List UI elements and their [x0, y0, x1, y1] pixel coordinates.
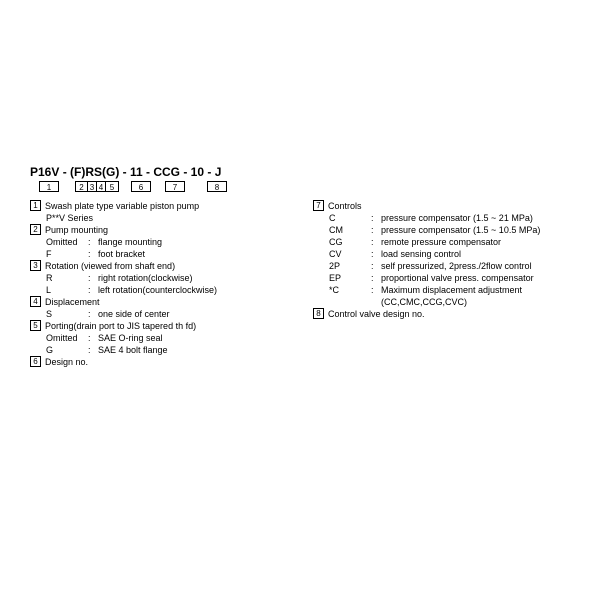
sub-row: F:foot bracket — [46, 248, 285, 260]
sub-key: Omitted — [46, 332, 88, 344]
sub-value: one side of center — [98, 308, 285, 320]
pos-box: 5 — [106, 181, 119, 192]
item-number-box: 6 — [30, 356, 41, 367]
sub-sep: : — [371, 284, 381, 296]
sub-key: CV — [329, 248, 371, 260]
sub-key: Omitted — [46, 236, 88, 248]
pos-box: 3 — [88, 181, 97, 192]
sub-key: G — [46, 344, 88, 356]
sub-sep: : — [371, 224, 381, 236]
sub-row: *C:Maximum displacement adjustment — [329, 284, 568, 296]
sub-key: S — [46, 308, 88, 320]
sub-row: CM:pressure compensator (1.5 ~ 10.5 MPa) — [329, 224, 568, 236]
pos-box: 6 — [131, 181, 151, 192]
sub-row: CG:remote pressure compensator — [329, 236, 568, 248]
sub-value: flange mounting — [98, 236, 285, 248]
pos-box: 4 — [97, 181, 106, 192]
item-title: Porting(drain port to JIS tapered th fd) — [45, 320, 196, 332]
sub-key: R — [46, 272, 88, 284]
sub-row: R:right rotation(clockwise) — [46, 272, 285, 284]
sub-value: Maximum displacement adjustment — [381, 284, 568, 296]
right-column: 7ControlsC:pressure compensator (1.5 ~ 2… — [313, 200, 568, 368]
spec-item: 4 Displacement — [30, 296, 285, 308]
sub-key: CM — [329, 224, 371, 236]
sub-value: right rotation(clockwise) — [98, 272, 285, 284]
sub-row: CV:load sensing control — [329, 248, 568, 260]
sub-key: *C — [329, 284, 371, 296]
sub-value: remote pressure compensator — [381, 236, 568, 248]
sub-value: pressure compensator (1.5 ~ 10.5 MPa) — [381, 224, 568, 236]
ordering-code-section: P16V - (F)RS(G) - 11 - CCG - 10 - J 1 2 … — [30, 165, 580, 368]
item-number-box: 8 — [313, 308, 324, 319]
item-title: Displacement — [45, 296, 100, 308]
sub-sep: : — [88, 236, 98, 248]
item-number-box: 1 — [30, 200, 41, 211]
pos-box: 1 — [39, 181, 59, 192]
sub-sep: : — [88, 248, 98, 260]
sub-row: C:pressure compensator (1.5 ~ 21 MPa) — [329, 212, 568, 224]
spec-item: 7 Controls — [313, 200, 568, 212]
sub-row: G:SAE 4 bolt flange — [46, 344, 285, 356]
sub-row: Omitted:flange mounting — [46, 236, 285, 248]
sub-sep: : — [371, 272, 381, 284]
item-title: Swash plate type variable piston pump — [45, 200, 199, 212]
item-title: Design no. — [45, 356, 88, 368]
sub-key: CG — [329, 236, 371, 248]
item-number-box: 2 — [30, 224, 41, 235]
sub-row: EP:proportional valve press. compensator — [329, 272, 568, 284]
left-column: 1 Swash plate type variable piston pumpP*… — [30, 200, 285, 368]
sub-row: S:one side of center — [46, 308, 285, 320]
item-title: Pump mounting — [45, 224, 108, 236]
sub-value: foot bracket — [98, 248, 285, 260]
sub-value: SAE O-ring seal — [98, 332, 285, 344]
spec-item: 5 Porting(drain port to JIS tapered th fd… — [30, 320, 285, 332]
spec-item: 2 Pump mounting — [30, 224, 285, 236]
pos-box: 8 — [207, 181, 227, 192]
sub-sep: : — [88, 308, 98, 320]
sub-row: Omitted:SAE O-ring seal — [46, 332, 285, 344]
sub-sep: : — [88, 284, 98, 296]
sub-sep: : — [88, 332, 98, 344]
sub-value: load sensing control — [381, 248, 568, 260]
item-number-box: 7 — [313, 200, 324, 211]
sub-key: F — [46, 248, 88, 260]
item-extra: (CC,CMC,CCG,CVC) — [381, 296, 568, 308]
item-extra: P**V Series — [46, 212, 285, 224]
spec-item: 1 Swash plate type variable piston pump — [30, 200, 285, 212]
sub-sep: : — [88, 272, 98, 284]
sub-value: proportional valve press. compensator — [381, 272, 568, 284]
sub-sep: : — [371, 212, 381, 224]
sub-value: pressure compensator (1.5 ~ 21 MPa) — [381, 212, 568, 224]
columns: 1 Swash plate type variable piston pumpP*… — [30, 200, 580, 368]
sub-row: L:left rotation(counterclockwise) — [46, 284, 285, 296]
item-number-box: 4 — [30, 296, 41, 307]
spec-item: 3 Rotation (viewed from shaft end) — [30, 260, 285, 272]
sub-sep: : — [371, 248, 381, 260]
spec-item: 6 Design no. — [30, 356, 285, 368]
position-boxes-row: 1 2 3 4 5 6 7 8 — [30, 181, 580, 192]
item-number-box: 3 — [30, 260, 41, 271]
sub-key: C — [329, 212, 371, 224]
sub-sep: : — [371, 260, 381, 272]
sub-value: self pressurized, 2press./2flow control — [381, 260, 568, 272]
item-number-box: 5 — [30, 320, 41, 331]
item-title: Rotation (viewed from shaft end) — [45, 260, 175, 272]
sub-value: left rotation(counterclockwise) — [98, 284, 285, 296]
sub-row: 2P:self pressurized, 2press./2flow contr… — [329, 260, 568, 272]
sub-key: EP — [329, 272, 371, 284]
sub-value: SAE 4 bolt flange — [98, 344, 285, 356]
sub-key: 2P — [329, 260, 371, 272]
sub-sep: : — [88, 344, 98, 356]
model-code: P16V - (F)RS(G) - 11 - CCG - 10 - J — [30, 165, 580, 179]
spec-item: 8 Control valve design no. — [313, 308, 568, 320]
pos-box: 2 — [75, 181, 88, 192]
item-title: Control valve design no. — [328, 308, 425, 320]
sub-key: L — [46, 284, 88, 296]
pos-box: 7 — [165, 181, 185, 192]
item-title: Controls — [328, 200, 362, 212]
sub-sep: : — [371, 236, 381, 248]
